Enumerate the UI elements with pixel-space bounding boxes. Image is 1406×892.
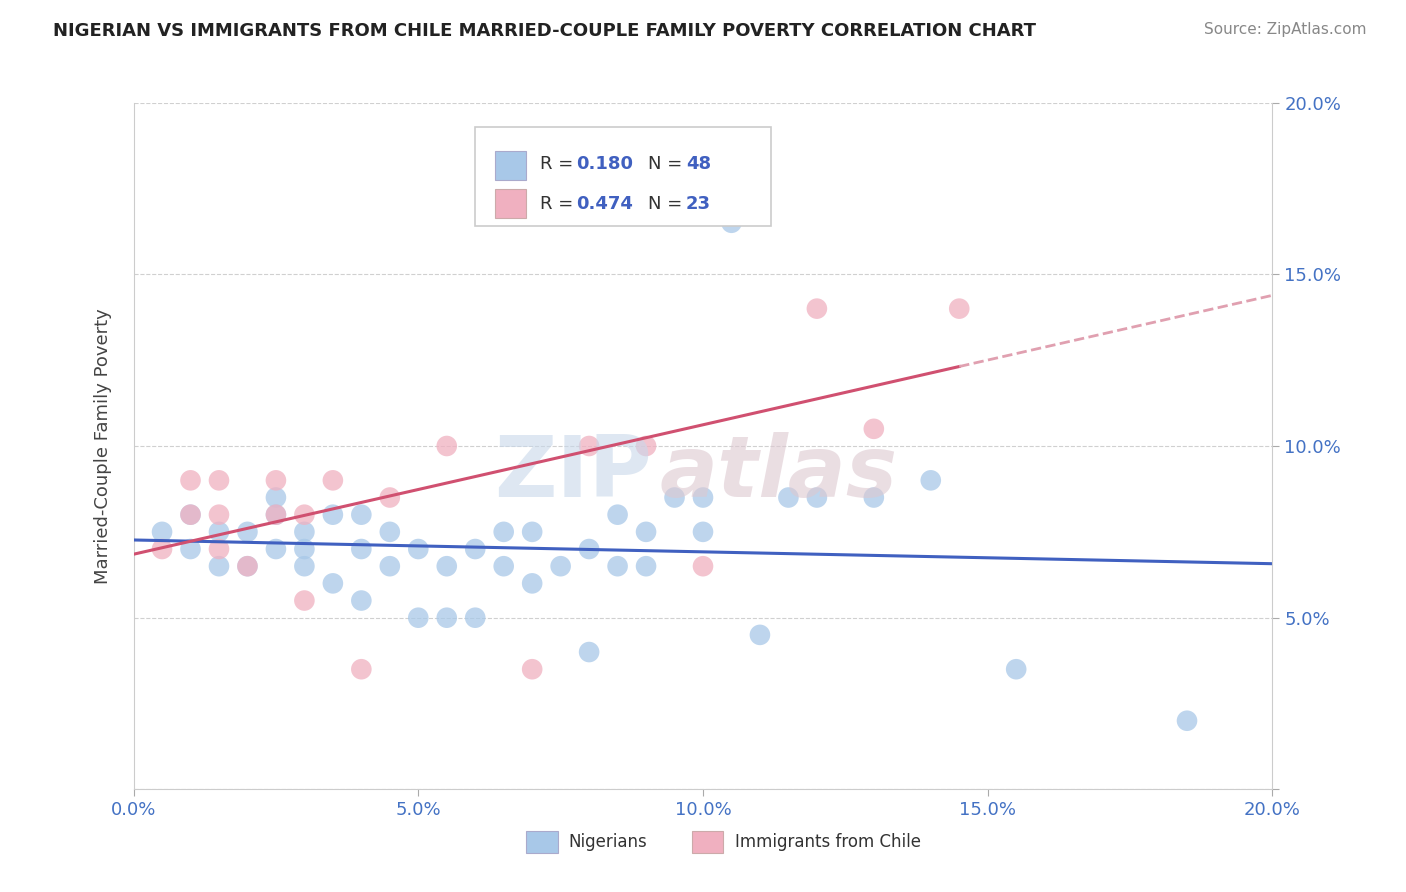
- Point: [749, 628, 772, 642]
- Text: R =: R =: [540, 155, 579, 173]
- Point: [863, 491, 886, 505]
- Point: [522, 662, 544, 676]
- Point: [863, 422, 886, 436]
- Text: N =: N =: [648, 194, 689, 212]
- Point: [522, 181, 544, 195]
- Point: [350, 662, 373, 676]
- Point: [806, 301, 828, 316]
- Point: [636, 439, 658, 453]
- Point: [692, 559, 714, 574]
- Point: [692, 524, 714, 539]
- Point: [322, 508, 344, 522]
- Text: Source: ZipAtlas.com: Source: ZipAtlas.com: [1204, 22, 1367, 37]
- Y-axis label: Married-Couple Family Poverty: Married-Couple Family Poverty: [94, 308, 112, 584]
- Bar: [495, 151, 526, 179]
- Point: [492, 524, 515, 539]
- Point: [464, 610, 486, 624]
- Point: [464, 541, 486, 557]
- Point: [436, 559, 458, 574]
- Bar: [495, 189, 526, 218]
- Point: [264, 473, 287, 487]
- FancyBboxPatch shape: [475, 127, 772, 227]
- Point: [236, 559, 259, 574]
- Point: [408, 610, 430, 624]
- Point: [778, 491, 800, 505]
- Text: 0.180: 0.180: [576, 155, 634, 173]
- Point: [292, 508, 315, 522]
- Point: [1175, 714, 1198, 728]
- Text: R =: R =: [540, 194, 579, 212]
- Text: ZIP: ZIP: [494, 432, 652, 515]
- Point: [408, 541, 430, 557]
- Text: 48: 48: [686, 155, 711, 173]
- Point: [578, 439, 600, 453]
- Point: [550, 559, 572, 574]
- Point: [436, 439, 458, 453]
- Point: [350, 593, 373, 607]
- Point: [180, 508, 202, 522]
- Point: [606, 559, 628, 574]
- Point: [806, 491, 828, 505]
- Point: [350, 508, 373, 522]
- Text: NIGERIAN VS IMMIGRANTS FROM CHILE MARRIED-COUPLE FAMILY POVERTY CORRELATION CHAR: NIGERIAN VS IMMIGRANTS FROM CHILE MARRIE…: [53, 22, 1036, 40]
- Point: [492, 559, 515, 574]
- Point: [578, 541, 600, 557]
- Point: [664, 491, 686, 505]
- Point: [378, 524, 401, 539]
- Point: [378, 559, 401, 574]
- Point: [920, 473, 942, 487]
- Point: [208, 541, 231, 557]
- Point: [292, 593, 315, 607]
- Point: [522, 524, 544, 539]
- Point: [264, 541, 287, 557]
- Bar: [692, 830, 724, 854]
- Point: [350, 541, 373, 557]
- Point: [436, 610, 458, 624]
- Point: [720, 216, 742, 230]
- Text: N =: N =: [648, 155, 689, 173]
- Text: 23: 23: [686, 194, 711, 212]
- Point: [208, 473, 231, 487]
- Point: [180, 473, 202, 487]
- Point: [150, 541, 173, 557]
- Point: [180, 508, 202, 522]
- Bar: [526, 830, 558, 854]
- Point: [322, 473, 344, 487]
- Point: [578, 645, 600, 659]
- Point: [292, 541, 315, 557]
- Point: [264, 508, 287, 522]
- Point: [948, 301, 970, 316]
- Point: [1005, 662, 1028, 676]
- Point: [208, 508, 231, 522]
- Point: [522, 576, 544, 591]
- Point: [292, 524, 315, 539]
- Point: [692, 491, 714, 505]
- Point: [636, 559, 658, 574]
- Point: [180, 541, 202, 557]
- Point: [636, 524, 658, 539]
- Point: [292, 559, 315, 574]
- Point: [236, 559, 259, 574]
- Point: [322, 576, 344, 591]
- Text: Nigerians: Nigerians: [568, 832, 647, 851]
- Point: [378, 491, 401, 505]
- Point: [150, 524, 173, 539]
- Point: [606, 508, 628, 522]
- Text: atlas: atlas: [659, 432, 898, 515]
- Point: [264, 491, 287, 505]
- Point: [236, 524, 259, 539]
- Point: [264, 508, 287, 522]
- Text: Immigrants from Chile: Immigrants from Chile: [735, 832, 921, 851]
- Point: [208, 524, 231, 539]
- Point: [208, 559, 231, 574]
- Text: 0.474: 0.474: [576, 194, 634, 212]
